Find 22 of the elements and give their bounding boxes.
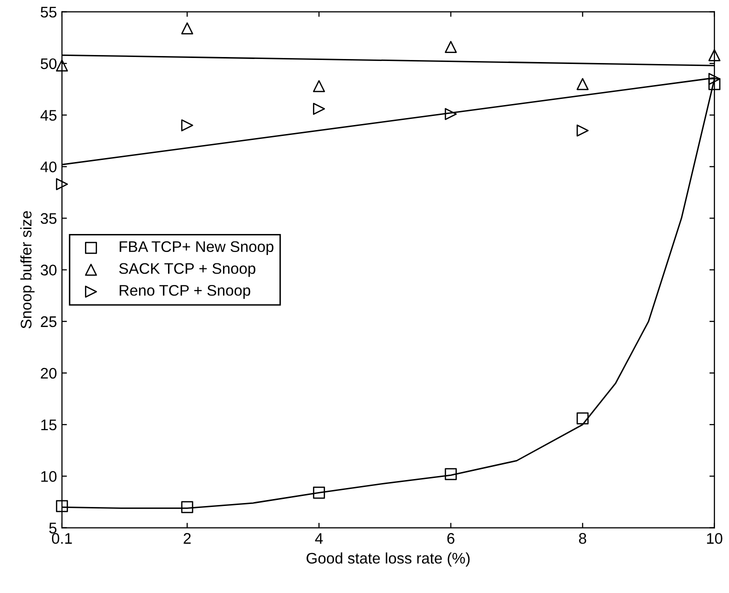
x-tick-label: 6	[447, 533, 454, 544]
y-tick-label: 5	[49, 522, 56, 534]
y-axis-title: Snoop buffer size	[20, 211, 35, 328]
y-tick-label: 10	[41, 471, 57, 482]
y-tick-label: 55	[40, 6, 56, 18]
y-tick-label: 30	[40, 264, 57, 276]
x-tick-label: 2	[184, 533, 191, 544]
legend-label: FBA TCP+ New Snoop	[120, 241, 274, 256]
x-tick-label: 4	[315, 533, 323, 544]
x-tick-label: 0.1	[52, 533, 72, 544]
y-tick-label: 25	[40, 316, 56, 328]
y-tick-label: 35	[40, 213, 56, 224]
legend-label: Reno TCP + Snoop	[120, 284, 250, 299]
y-tick-label: 40	[40, 162, 57, 172]
y-tick-label: 50	[40, 58, 57, 70]
y-tick-label: 45	[40, 110, 56, 121]
x-tick-label: 10	[707, 533, 722, 544]
y-tick-label: 20	[40, 368, 57, 379]
legend-label: SACK TCP + Snoop	[119, 263, 256, 277]
y-tick-label: 15	[41, 420, 56, 430]
x-tick-label: 8	[579, 533, 586, 544]
x-axis-title: Good state loss rate (%)	[306, 552, 470, 567]
